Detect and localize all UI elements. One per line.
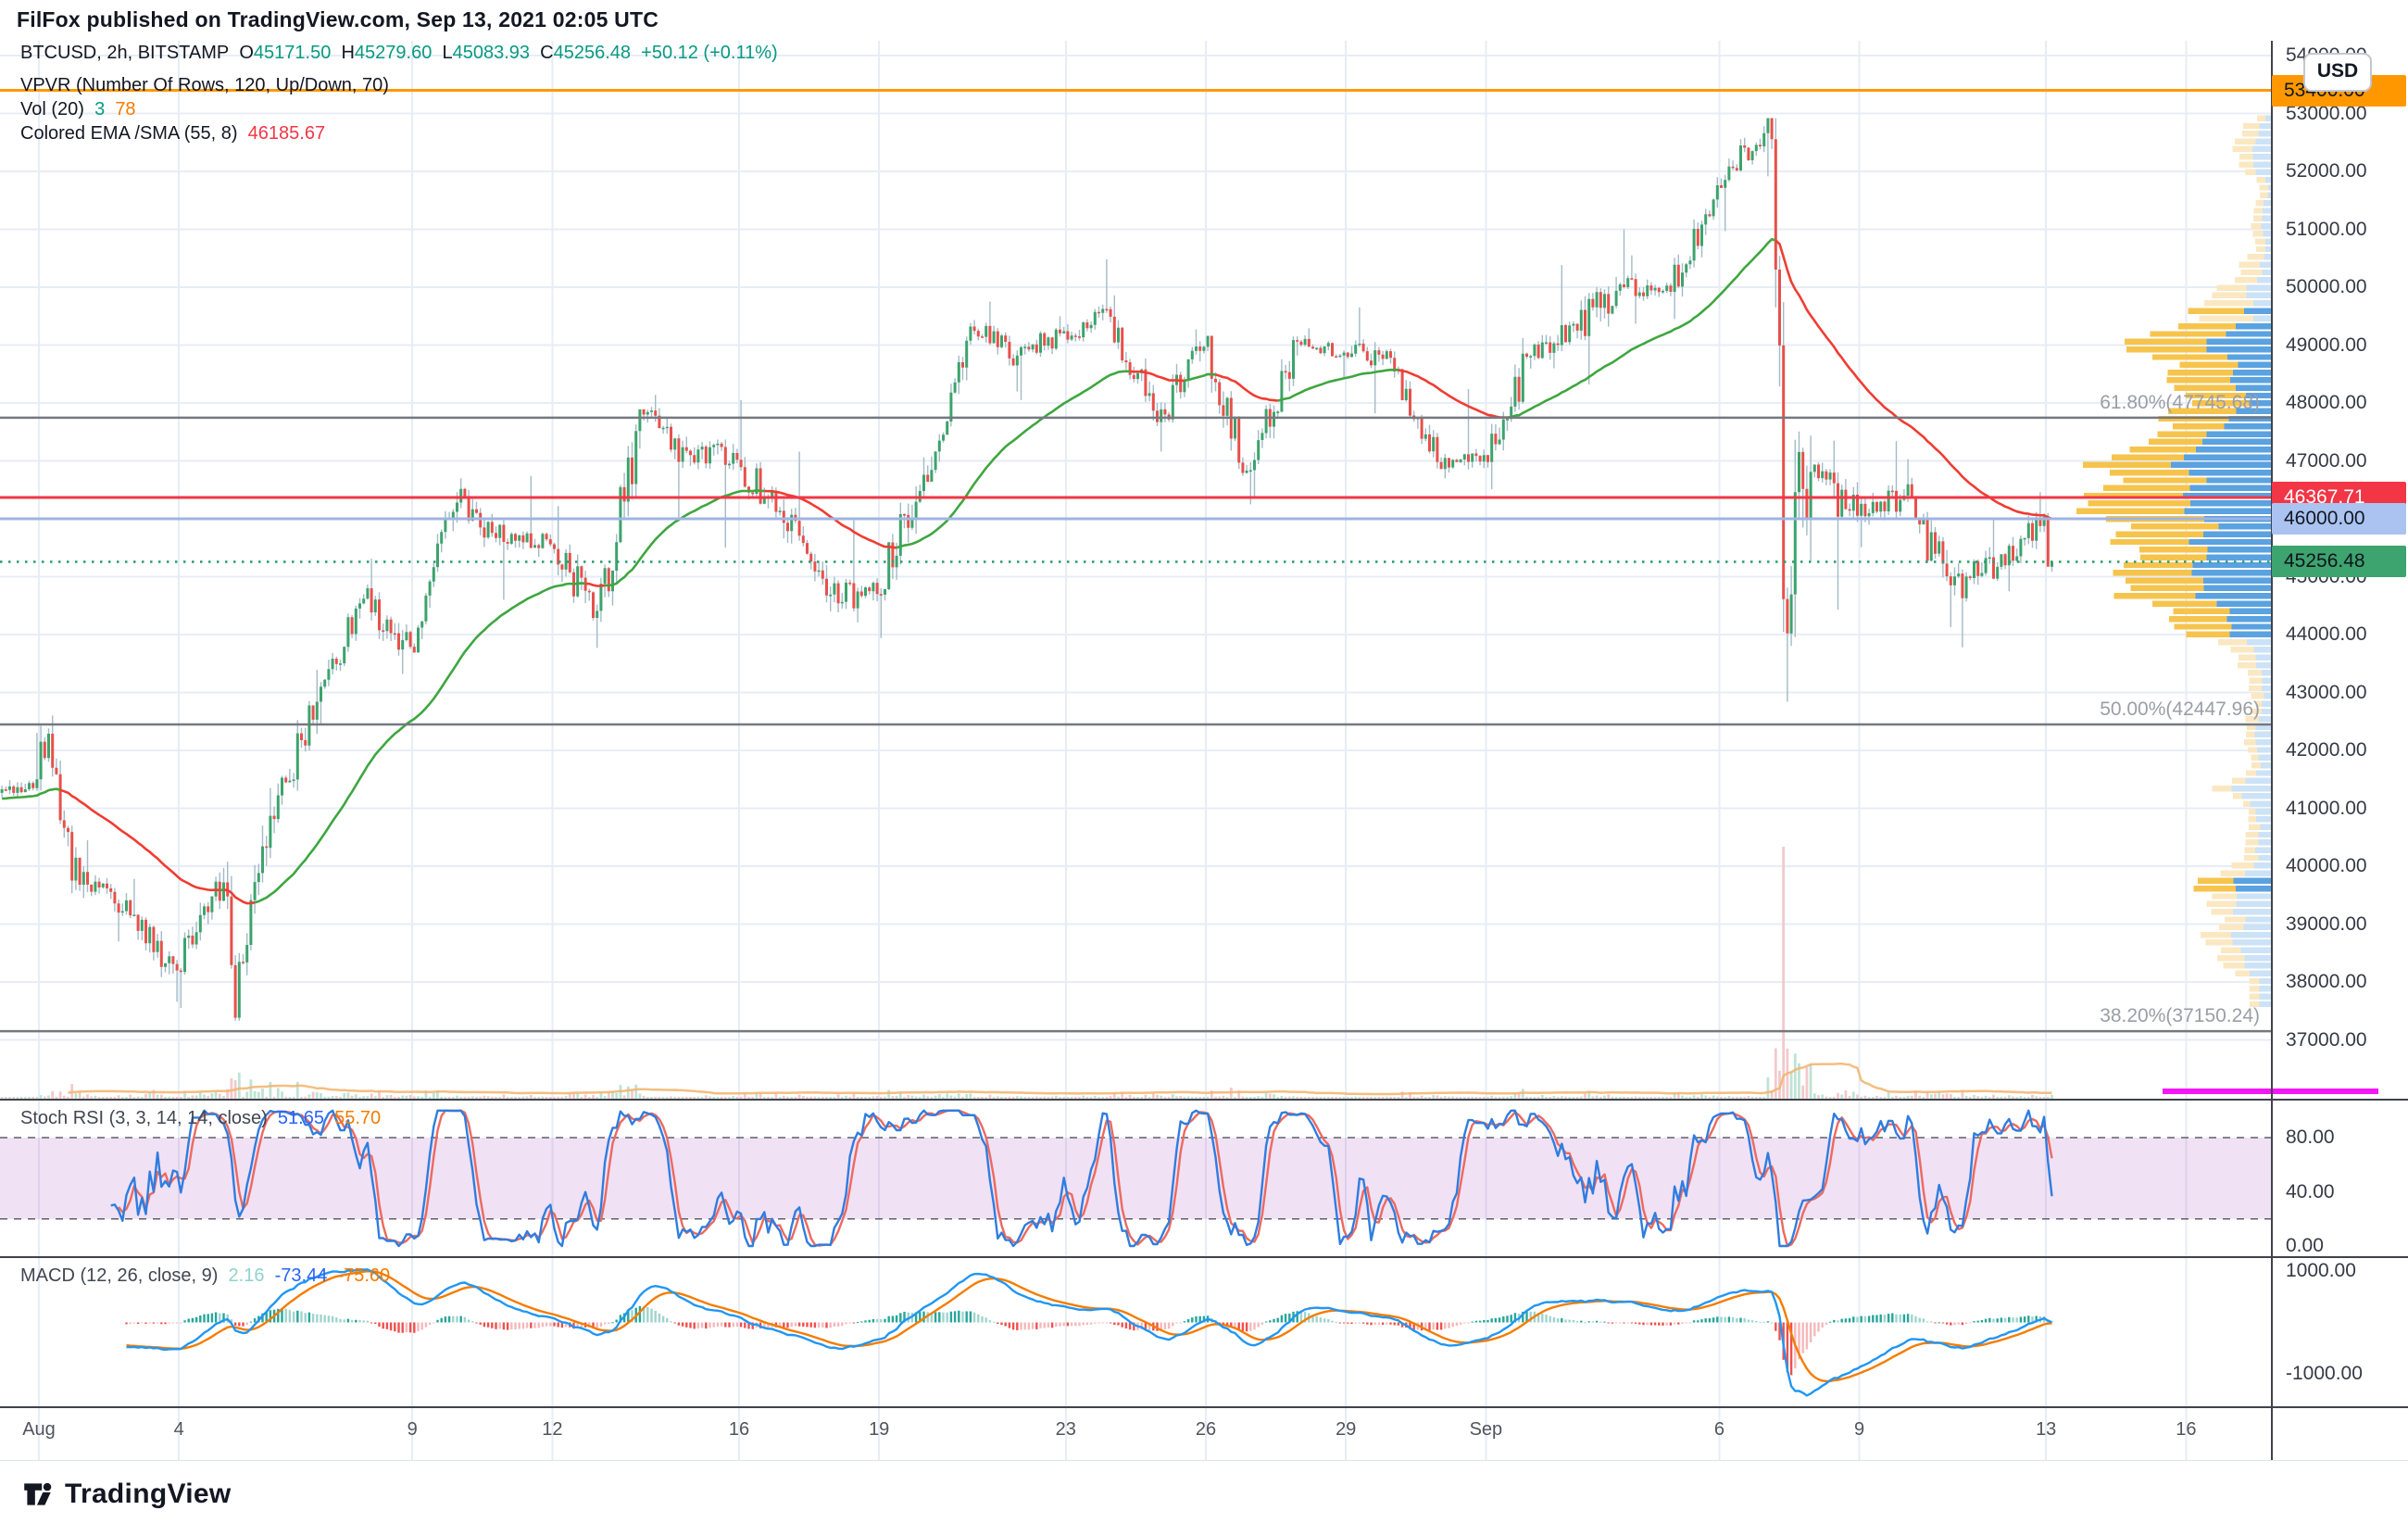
ohlc-open: O45171.50 [239, 43, 332, 63]
pane-separator-stoch-macd[interactable] [0, 1256, 2408, 1258]
price-tick: 51000.00 [2286, 218, 2367, 240]
price-tick: 40000.00 [2286, 855, 2367, 876]
time-tick: 29 [1336, 1419, 1357, 1440]
price-tick: 39000.00 [2286, 913, 2367, 935]
volume-legend[interactable]: Vol (20) 3 78 [20, 99, 136, 120]
pane-separator-macd-timeaxis [0, 1406, 2408, 1408]
time-tick: 6 [1713, 1419, 1724, 1440]
price-label-blue: 46000.00 [2272, 503, 2406, 535]
currency-usd-button[interactable]: USD [2303, 53, 2372, 92]
price-tick: 42000.00 [2286, 739, 2367, 761]
macd-legend[interactable]: MACD (12, 26, close, 9) 2.16 -73.44 -75.… [20, 1265, 391, 1286]
stoch-rsi-legend[interactable]: Stoch RSI (3, 3, 14, 14, close) 51.65 55… [20, 1108, 382, 1128]
time-tick: 16 [2176, 1419, 2197, 1440]
price-tick: 48000.00 [2286, 392, 2367, 413]
time-tick: 4 [173, 1419, 184, 1440]
price-tick: 37000.00 [2286, 1028, 2367, 1051]
price-tick: 52000.00 [2286, 160, 2367, 182]
ohlc-close: C45256.48 [540, 43, 632, 63]
time-tick: 12 [542, 1419, 563, 1440]
macd-tick: 1000.00 [2286, 1259, 2356, 1281]
stoch-tick: 80.00 [2286, 1127, 2335, 1148]
tradingview-logo[interactable]: TradingView [20, 1477, 231, 1512]
publish-header: FilFox published on TradingView.com, Sep… [17, 7, 659, 31]
price-label-green: 45256.48 [2272, 546, 2406, 578]
time-tick: 23 [1055, 1419, 1076, 1440]
time-tick: 16 [728, 1419, 750, 1440]
symbol-title: BTCUSD, 2h, BITSTAMP [20, 43, 230, 63]
price-axis[interactable]: 54000.0053000.0052000.0051000.0050000.00… [2271, 41, 2408, 1460]
price-tick: 50000.00 [2286, 276, 2367, 297]
change-value: +50.12 (+0.11%) [641, 43, 778, 63]
macd-tick: -1000.00 [2286, 1363, 2363, 1385]
time-tick: 9 [1854, 1419, 1865, 1440]
price-tick: 44000.00 [2286, 623, 2367, 645]
price-tick: 47000.00 [2286, 449, 2367, 472]
symbol-legend[interactable]: BTCUSD, 2h, BITSTAMP O45171.50 H45279.60… [20, 43, 778, 64]
price-tick: 43000.00 [2286, 681, 2367, 703]
ohlc-low: L45083.93 [442, 43, 531, 63]
time-tick: 9 [407, 1419, 418, 1440]
time-tick: Aug [22, 1419, 56, 1440]
fib-level-label: 50.00%(42447.96) [2100, 699, 2260, 720]
fib-level-label: 61.80%(47745.68) [2100, 391, 2260, 413]
ohlc-high: H45279.60 [341, 43, 433, 63]
vpvr-legend[interactable]: VPVR (Number Of Rows, 120, Up/Down, 70) [20, 75, 389, 95]
price-tick: 38000.00 [2286, 971, 2367, 992]
pane-separator-price-stoch[interactable] [0, 1099, 2408, 1101]
tradingview-logo-icon [24, 1482, 52, 1505]
ema-legend[interactable]: Colored EMA /SMA (55, 8) 46185.67 [20, 123, 326, 144]
price-tick: 53000.00 [2286, 102, 2367, 124]
time-tick: 19 [869, 1419, 890, 1440]
time-tick: 13 [2036, 1419, 2057, 1440]
timeaxis-bottom-border [0, 1460, 2408, 1461]
time-tick: 26 [1195, 1419, 1217, 1440]
stoch-tick: 0.00 [2286, 1235, 2324, 1256]
price-tick: 49000.00 [2286, 334, 2367, 356]
fib-level-label: 38.20%(37150.24) [2100, 1005, 2260, 1027]
time-tick: Sep [1469, 1419, 1503, 1440]
stoch-tick: 40.00 [2286, 1180, 2335, 1202]
tradingview-logo-text: TradingView [65, 1479, 232, 1509]
price-tick: 41000.00 [2286, 797, 2367, 819]
